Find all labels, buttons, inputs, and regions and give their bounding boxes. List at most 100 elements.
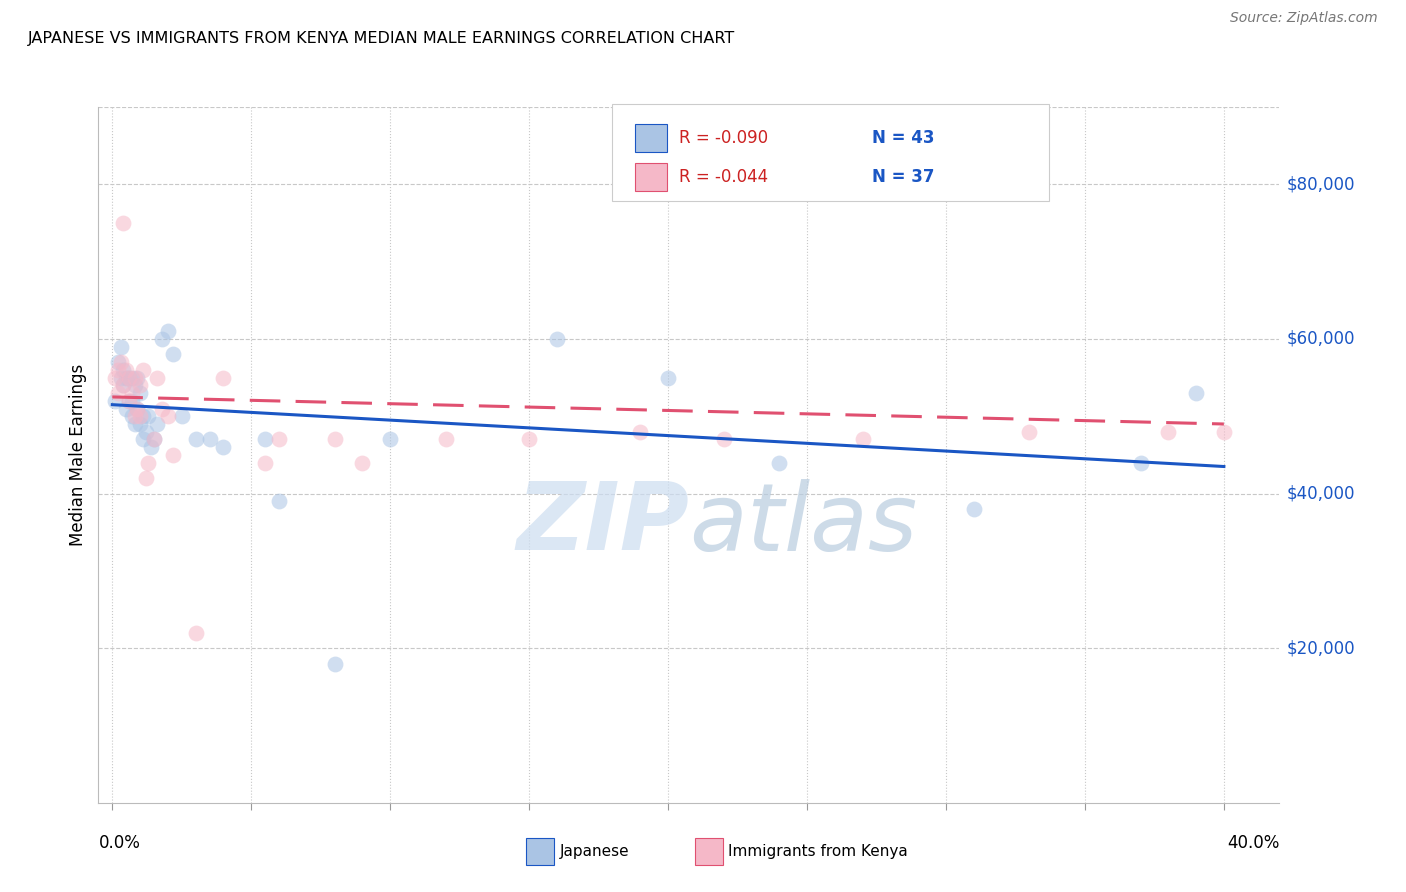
Point — [254, 433, 277, 447]
Point — [267, 494, 290, 508]
Point — [107, 355, 129, 369]
Point — [1129, 456, 1152, 470]
Point — [107, 363, 129, 377]
Point — [146, 370, 169, 384]
Point — [517, 433, 540, 447]
Point — [129, 409, 152, 424]
Point — [127, 370, 149, 384]
Point — [143, 433, 166, 447]
Point — [434, 433, 457, 447]
Point — [141, 440, 163, 454]
Point — [162, 448, 184, 462]
Text: 0.0%: 0.0% — [98, 834, 141, 852]
Y-axis label: Median Male Earnings: Median Male Earnings — [69, 364, 87, 546]
Point — [110, 340, 132, 354]
Point — [138, 409, 160, 424]
Text: N = 43: N = 43 — [872, 129, 935, 147]
Point — [170, 409, 193, 424]
Point — [1212, 425, 1234, 439]
Point — [150, 332, 173, 346]
Point — [124, 378, 146, 392]
Text: Immigrants from Kenya: Immigrants from Kenya — [728, 845, 908, 859]
Point — [352, 456, 374, 470]
Text: Source: ZipAtlas.com: Source: ZipAtlas.com — [1230, 11, 1378, 25]
Point — [323, 433, 346, 447]
Text: JAPANESE VS IMMIGRANTS FROM KENYA MEDIAN MALE EARNINGS CORRELATION CHART: JAPANESE VS IMMIGRANTS FROM KENYA MEDIAN… — [28, 31, 735, 46]
Point — [162, 347, 184, 361]
Point — [104, 370, 127, 384]
Point — [112, 378, 135, 392]
Point — [127, 401, 149, 416]
Point — [138, 456, 160, 470]
Text: Japanese: Japanese — [560, 845, 630, 859]
Text: ZIP: ZIP — [516, 478, 689, 571]
Point — [323, 657, 346, 671]
Text: $40,000: $40,000 — [1286, 484, 1355, 502]
Point — [1185, 386, 1208, 401]
Point — [254, 456, 277, 470]
Point — [129, 378, 152, 392]
Point — [118, 393, 141, 408]
Point — [768, 456, 790, 470]
Text: 40.0%: 40.0% — [1227, 834, 1279, 852]
Point — [124, 370, 146, 384]
Point — [115, 363, 138, 377]
Point — [628, 425, 651, 439]
FancyBboxPatch shape — [634, 162, 666, 191]
Point — [156, 324, 179, 338]
Point — [184, 433, 207, 447]
Point — [121, 386, 143, 401]
Point — [1018, 425, 1040, 439]
Point — [132, 433, 155, 447]
Text: N = 37: N = 37 — [872, 168, 935, 186]
Point — [713, 433, 735, 447]
Point — [129, 417, 152, 431]
Text: R = -0.044: R = -0.044 — [679, 168, 769, 186]
Point — [852, 433, 875, 447]
Point — [212, 370, 235, 384]
Point — [267, 433, 290, 447]
Text: $80,000: $80,000 — [1286, 176, 1355, 194]
Point — [184, 625, 207, 640]
FancyBboxPatch shape — [634, 124, 666, 153]
Point — [112, 216, 135, 230]
Point — [112, 363, 135, 377]
Point — [132, 409, 155, 424]
Text: atlas: atlas — [689, 479, 917, 570]
Point — [107, 386, 129, 401]
Point — [156, 409, 179, 424]
Point — [380, 433, 402, 447]
Text: R = -0.090: R = -0.090 — [679, 129, 769, 147]
Point — [198, 433, 221, 447]
Point — [135, 471, 157, 485]
Text: $20,000: $20,000 — [1286, 640, 1355, 657]
Text: $60,000: $60,000 — [1286, 330, 1355, 348]
Point — [657, 370, 679, 384]
FancyBboxPatch shape — [612, 103, 1049, 201]
Point — [132, 363, 155, 377]
Point — [124, 409, 146, 424]
Point — [1157, 425, 1180, 439]
Point — [135, 425, 157, 439]
Point — [546, 332, 568, 346]
Point — [127, 401, 149, 416]
Point — [118, 370, 141, 384]
Point — [121, 370, 143, 384]
Point — [112, 378, 135, 392]
Point — [963, 502, 986, 516]
Point — [124, 417, 146, 431]
Point — [121, 409, 143, 424]
Point — [110, 370, 132, 384]
Point — [146, 417, 169, 431]
Point — [143, 433, 166, 447]
Point — [129, 386, 152, 401]
Point — [115, 370, 138, 384]
Point — [121, 393, 143, 408]
Point — [104, 393, 127, 408]
Point — [150, 401, 173, 416]
Point — [115, 401, 138, 416]
Point — [118, 370, 141, 384]
Point — [212, 440, 235, 454]
Point — [118, 393, 141, 408]
Point — [110, 355, 132, 369]
